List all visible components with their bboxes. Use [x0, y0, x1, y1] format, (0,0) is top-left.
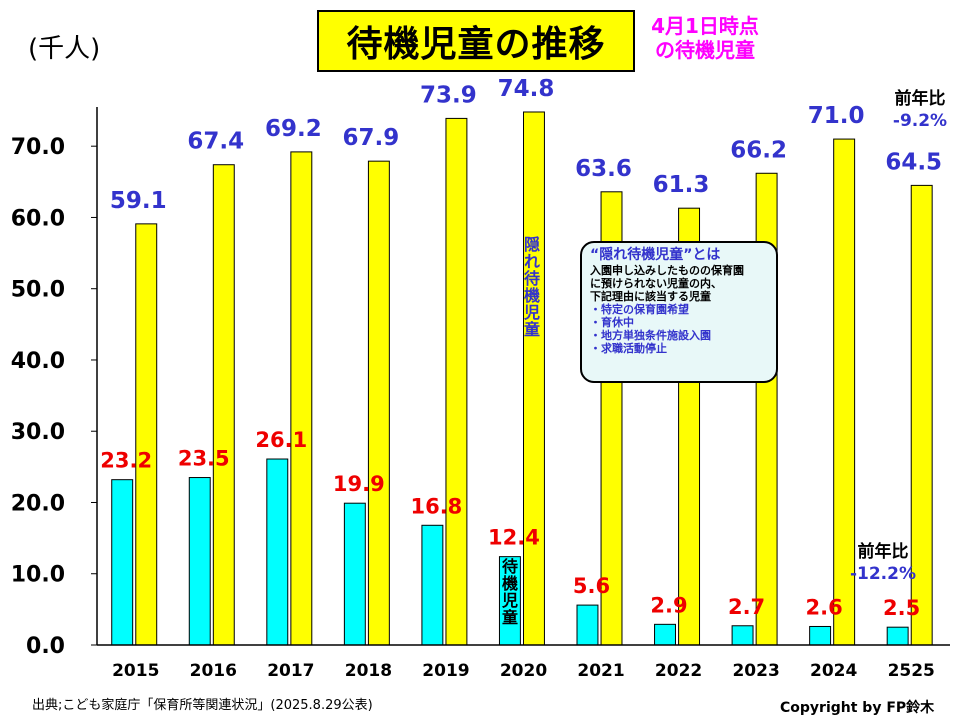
yoy-waiting: 前年比 -12.2% [838, 541, 928, 585]
waiting-bar [654, 623, 676, 646]
waiting-value-label: 23.5 [178, 447, 230, 471]
waiting-bar [576, 604, 599, 646]
hidden-waiting-value-label: 61.3 [653, 172, 710, 198]
x-tick-label: 2017 [267, 661, 314, 681]
waiting-value-label: 2.5 [883, 596, 920, 620]
date-note-line-2: の待機児童 [655, 38, 755, 62]
callout-item: ・地方単独条件施設入園 [590, 329, 711, 342]
y-tick-label: 70.0 [11, 135, 65, 160]
waiting-bar [266, 458, 289, 646]
hidden-waiting-value-label: 66.2 [730, 137, 787, 163]
source-note: 出典;こども家庭庁「保育所等関連状況」(2025.8.29公表) [32, 698, 373, 713]
y-tick-label: 0.0 [26, 634, 65, 659]
x-tick-label: 2018 [345, 661, 392, 681]
yoy-waiting-label: 前年比 [857, 542, 909, 562]
waiting-value-label: 2.7 [728, 595, 765, 619]
hidden-waiting-value-label: 71.0 [808, 103, 865, 129]
x-tick-label: 2020 [500, 661, 547, 681]
hidden-waiting-value-label: 73.9 [420, 82, 477, 108]
hidden-waiting-bar [135, 223, 158, 646]
waiting-value-label: 23.2 [100, 449, 152, 473]
x-tick-label: 2019 [422, 661, 469, 681]
waiting-bar [731, 625, 754, 646]
hidden-waiting-value-label: 69.2 [265, 116, 322, 142]
waiting-value-label: 2.9 [650, 593, 687, 617]
waiting-bar [421, 524, 444, 646]
y-tick-label: 60.0 [11, 206, 65, 231]
waiting-value-label: 19.9 [333, 472, 385, 496]
y-axis-unit: (千人) [28, 34, 101, 64]
hidden-waiting-bar [212, 164, 235, 646]
callout-item: ・求職活動停止 [590, 342, 667, 355]
callout-title: “隠れ待機児童”とは [590, 247, 721, 263]
yoy-waiting-value: -12.2% [849, 564, 917, 584]
y-tick-label: 50.0 [11, 278, 65, 303]
callout-line: 下記理由に該当する児童 [590, 290, 711, 303]
x-tick-label: 2023 [732, 661, 779, 681]
x-tick-label: 2022 [655, 661, 702, 681]
hidden-waiting-value-label: 59.1 [110, 188, 167, 214]
hidden-waiting-bar [367, 160, 390, 646]
y-tick-label: 20.0 [11, 491, 65, 516]
hidden-waiting-value-label: 67.4 [187, 129, 244, 155]
waiting-value-label: 26.1 [255, 428, 307, 452]
hidden-waiting-value-label: 63.6 [575, 156, 632, 182]
y-tick-label: 10.0 [11, 563, 65, 588]
waiting-value-label: 16.8 [410, 494, 462, 518]
waiting-bar [886, 626, 909, 646]
yoy-hidden: 前年比 -9.2% [880, 88, 960, 132]
date-note-line-1: 4月1日時点 [651, 14, 759, 38]
waiting-value-label: 2.6 [806, 595, 843, 619]
x-tick-label: 2024 [810, 661, 857, 681]
waiting-value-label: 12.4 [488, 526, 540, 550]
hidden-waiting-value-label: 64.5 [885, 149, 942, 175]
callout-line: に預けられない児童の内、 [590, 277, 722, 290]
waiting-bar [111, 479, 134, 646]
waiting-vertical-label: 待機児童 [499, 558, 518, 626]
waiting-value-label: 5.6 [573, 574, 610, 598]
hidden-waiting-bar [290, 151, 313, 646]
x-tick-label: 2021 [577, 661, 624, 681]
hidden-waiting-value-label: 67.9 [343, 125, 400, 151]
hidden-waiting-value-label: 74.8 [498, 76, 555, 102]
callout-line: 入園申し込みしたものの保育園 [590, 264, 744, 277]
chart-title: 待機児童の推移 [317, 10, 635, 72]
y-tick-label: 30.0 [11, 420, 65, 445]
waiting-bar [343, 502, 366, 646]
yoy-hidden-label: 前年比 [894, 89, 946, 109]
callout-item: ・特定の保育園希望 [590, 303, 689, 316]
x-tick-label: 2015 [112, 661, 159, 681]
x-tick-label: 2016 [190, 661, 237, 681]
hidden-waiting-definition: “隠れ待機児童”とは 入園申し込みしたものの保育園 に預けられない児童の内、 下… [580, 241, 778, 383]
callout-item: ・育休中 [590, 316, 634, 329]
waiting-bar [188, 477, 211, 646]
hidden-waiting-bar [523, 111, 545, 646]
yoy-hidden-value: -9.2% [892, 111, 948, 131]
hidden-waiting-vertical-label: 隠れ待機児童 [521, 236, 540, 338]
waiting-bar [809, 625, 832, 646]
hidden-waiting-bar [445, 117, 468, 646]
copyright: Copyright by FP鈴木 [780, 700, 935, 716]
date-note: 4月1日時点 の待機児童 [640, 14, 770, 62]
x-tick-label: 2525 [888, 661, 935, 681]
y-tick-label: 40.0 [11, 349, 65, 374]
